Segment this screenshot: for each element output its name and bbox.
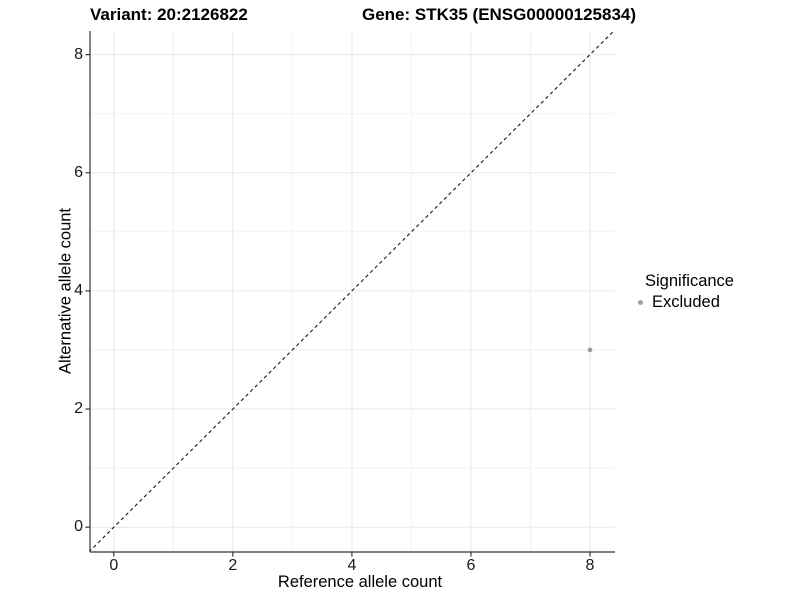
y-tick-label: 0	[74, 518, 83, 536]
legend-key	[632, 294, 649, 312]
axis-lines	[89, 31, 615, 553]
x-tick-label: 6	[466, 557, 476, 574]
gridlines-major	[90, 31, 615, 552]
x-tick-label: 8	[585, 557, 595, 574]
legend-title: Significance	[645, 272, 734, 290]
x-tick-label: 0	[109, 557, 119, 574]
variant-title: Variant: 20:2126822	[90, 5, 248, 24]
legend-point-icon	[638, 300, 643, 305]
y-axis-title: Alternative allele count	[56, 207, 75, 375]
gridlines-minor	[90, 31, 615, 552]
y-tick-label: 2	[74, 400, 83, 418]
legend-item: Excluded	[632, 293, 734, 312]
x-tick-label: 2	[228, 557, 238, 574]
x-tick-label: 4	[347, 557, 357, 574]
y-tick-label: 4	[74, 281, 83, 299]
tick-marks	[85, 54, 591, 557]
legend: Significance Excluded	[632, 272, 734, 312]
data-point	[587, 347, 593, 353]
identity-reference-line	[90, 31, 615, 552]
legend-items: Excluded	[632, 293, 734, 312]
y-tick-label: 8	[74, 45, 83, 63]
data-points	[587, 347, 593, 353]
y-tick-label: 6	[74, 163, 83, 181]
legend-item-label: Excluded	[652, 293, 720, 311]
x-axis-title: Reference allele count	[277, 573, 443, 591]
gene-title: Gene: STK35 (ENSG00000125834)	[362, 5, 637, 24]
